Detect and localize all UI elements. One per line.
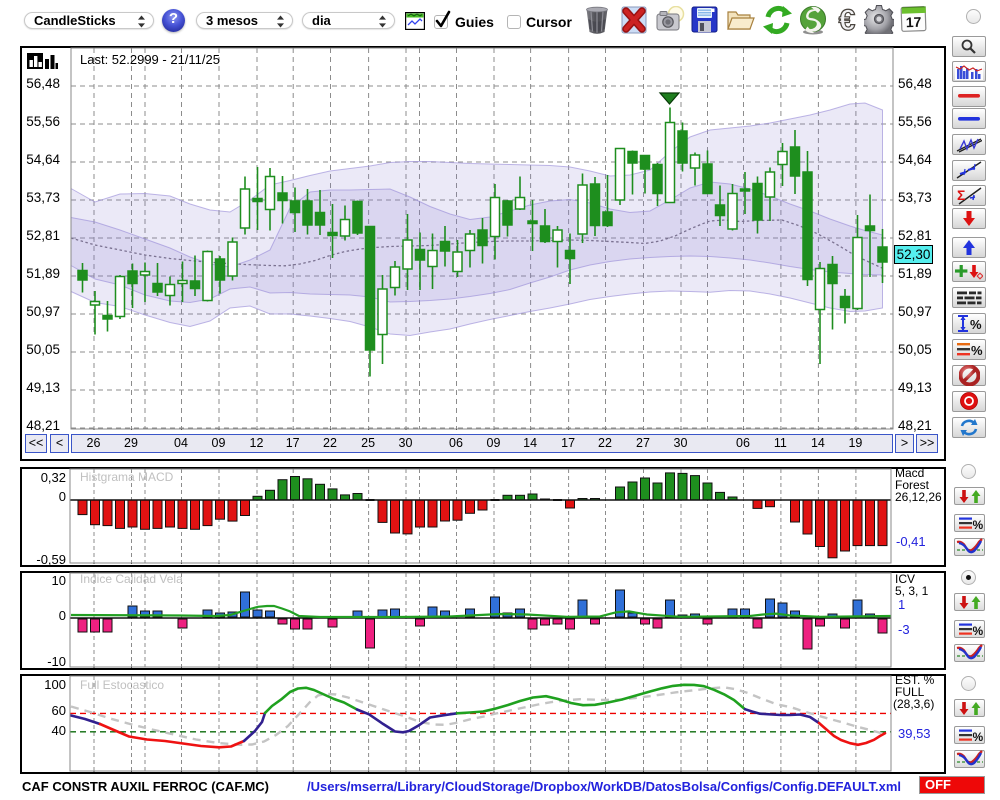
svg-text:%: %	[972, 730, 983, 744]
svg-text:%: %	[970, 317, 982, 332]
svg-text:%: %	[971, 343, 983, 358]
svg-text:17: 17	[906, 14, 922, 31]
svg-text:€: €	[839, 6, 856, 34]
svg-text:%: %	[972, 518, 983, 532]
svg-text:%: %	[972, 624, 983, 638]
svg-text:Σ: Σ	[957, 187, 965, 203]
